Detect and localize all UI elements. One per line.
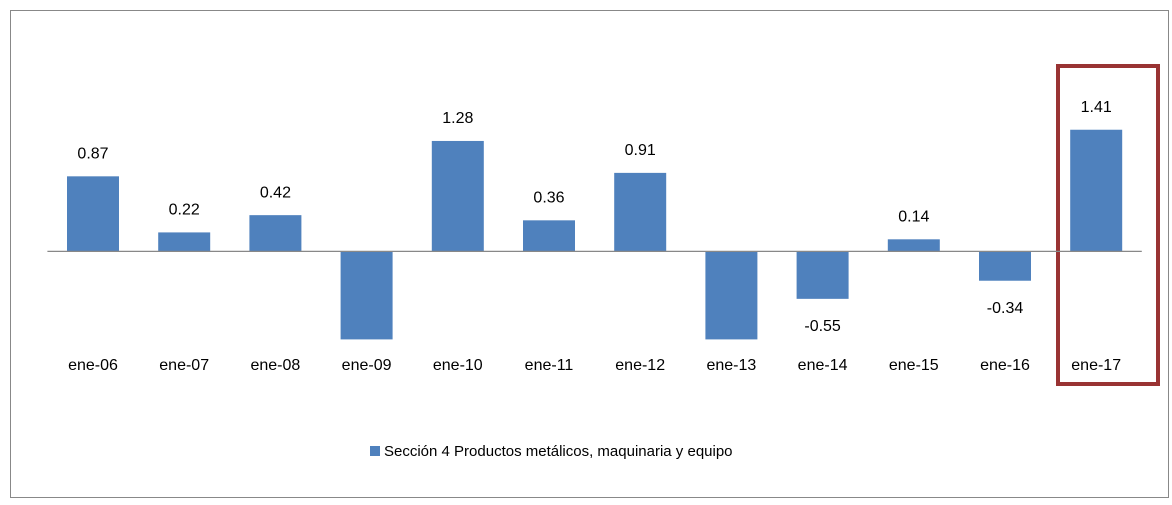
bar: [158, 232, 211, 252]
data-label: 0.14: [898, 209, 929, 226]
legend-label: Sección 4 Productos metálicos, maquinari…: [384, 443, 733, 460]
bar: [796, 251, 849, 299]
bar: [887, 239, 940, 252]
x-tick-label: ene-13: [706, 357, 756, 374]
x-tick-label: ene-10: [433, 357, 483, 374]
data-label: -0.34: [987, 300, 1024, 317]
x-tick-label: ene-17: [1071, 357, 1121, 374]
x-tick-label: ene-07: [159, 357, 209, 374]
x-tick-label: ene-11: [525, 357, 574, 374]
bar: [523, 220, 575, 252]
data-label: 0.22: [169, 202, 200, 219]
data-label: -0.55: [804, 318, 841, 335]
x-tick-label: ene-12: [615, 357, 665, 374]
bar: [705, 251, 758, 340]
legend-swatch: [370, 446, 380, 456]
x-tick-label: ene-06: [68, 357, 118, 374]
highlight-box: [1056, 64, 1160, 386]
x-tick-label: ene-08: [250, 357, 300, 374]
bar: [67, 176, 119, 252]
x-tick-label: ene-09: [342, 357, 392, 374]
data-label: 0.91: [625, 142, 656, 159]
x-tick-label: ene-15: [889, 357, 939, 374]
x-tick-label: ene-14: [798, 357, 848, 374]
data-label: 0.36: [533, 190, 564, 207]
data-label: 1.28: [442, 110, 473, 127]
bar: [979, 251, 1031, 281]
bar: [431, 140, 484, 252]
data-label: 0.42: [260, 184, 291, 201]
bar: [249, 215, 302, 252]
bar: [614, 172, 667, 252]
data-label: 0.87: [77, 146, 108, 163]
x-tick-label: ene-16: [980, 357, 1030, 374]
bar: [1070, 129, 1123, 252]
data-label: 1.41: [1081, 99, 1112, 116]
chart-frame: [10, 10, 1169, 498]
bar: [340, 251, 393, 340]
